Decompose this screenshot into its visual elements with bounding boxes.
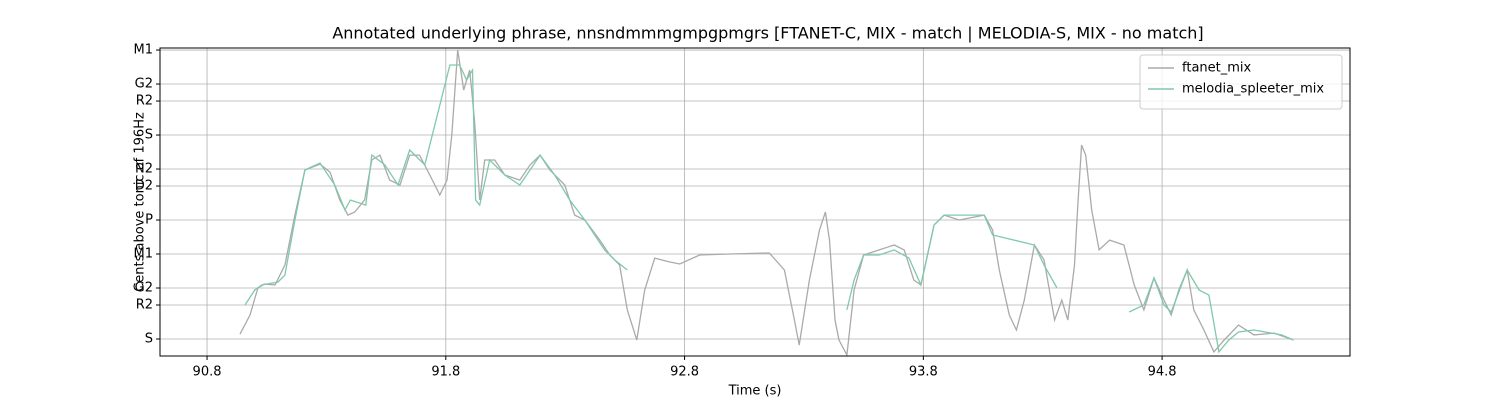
y-tick-label: M1	[134, 247, 154, 262]
x-tick-label: 94.8	[1148, 365, 1177, 380]
y-tick-label: S	[145, 128, 153, 143]
x-tick-label: 91.8	[431, 365, 460, 380]
chart-title: Annotated underlying phrase, nnsndmmmgmp…	[332, 24, 1203, 43]
plot-frame	[159, 47, 1351, 357]
y-tick-label: G2	[135, 77, 153, 92]
y-axis-label: Cents above tonic of 196Hz	[133, 112, 148, 292]
series-line	[239, 49, 1294, 356]
x-tick-label: 90.8	[193, 365, 222, 380]
series-line	[244, 64, 1294, 354]
legend-label: melodia_spleeter_mix	[1182, 82, 1324, 97]
y-tick-label: M1	[134, 43, 154, 58]
y-tick-label: S	[145, 332, 153, 347]
legend-box	[1139, 54, 1343, 110]
x-tick-label: 93.8	[909, 365, 938, 380]
y-tick-label: R2	[136, 94, 153, 109]
y-tick-label: D2	[135, 179, 153, 194]
y-tick-label: G2	[135, 281, 153, 296]
legend-label: ftanet_mix	[1182, 61, 1252, 76]
y-tick-label: N2	[135, 162, 153, 177]
x-axis-label: Time (s)	[728, 384, 782, 399]
y-tick-label: P	[145, 213, 153, 228]
x-tick-label: 92.8	[670, 365, 699, 380]
y-tick-label: R2	[136, 298, 153, 313]
